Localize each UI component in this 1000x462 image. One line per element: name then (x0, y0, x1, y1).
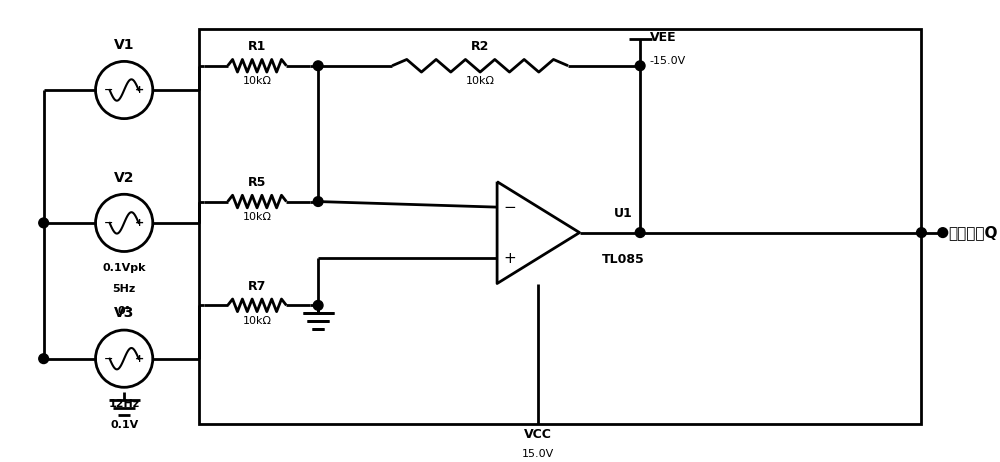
Circle shape (313, 61, 323, 71)
Text: VEE: VEE (650, 31, 676, 44)
Circle shape (313, 300, 323, 310)
Text: 0°: 0° (118, 306, 131, 316)
Text: +: + (134, 218, 144, 228)
Circle shape (635, 228, 645, 237)
Text: −: − (104, 218, 113, 228)
Circle shape (39, 354, 48, 364)
Text: 10kΩ: 10kΩ (243, 76, 272, 86)
Text: 10kΩ: 10kΩ (466, 76, 495, 86)
Text: 12Hz: 12Hz (109, 399, 140, 409)
Circle shape (39, 218, 48, 228)
Text: -15.0V: -15.0V (650, 56, 686, 66)
Text: R5: R5 (248, 176, 266, 189)
Text: −: − (104, 354, 113, 364)
Circle shape (635, 61, 645, 71)
Text: 初始信号Q: 初始信号Q (949, 225, 998, 240)
Text: +: + (134, 354, 144, 364)
Text: V3: V3 (114, 306, 134, 320)
Text: V2: V2 (114, 170, 134, 185)
Text: 5Hz: 5Hz (113, 285, 136, 294)
Text: R2: R2 (471, 40, 489, 53)
Text: +: + (134, 85, 144, 95)
Text: −: − (503, 200, 516, 215)
Circle shape (313, 197, 323, 207)
Text: +: + (503, 250, 516, 266)
Text: 0.1Vpk: 0.1Vpk (102, 263, 146, 273)
Bar (199, 29, 921, 424)
Text: V1: V1 (114, 38, 134, 52)
Text: 15.0V: 15.0V (522, 449, 554, 459)
Text: 10kΩ: 10kΩ (243, 212, 272, 222)
Text: 10kΩ: 10kΩ (243, 316, 272, 326)
Text: U1: U1 (614, 207, 633, 220)
Text: VCC: VCC (524, 427, 552, 441)
Text: −: − (104, 85, 113, 95)
Text: R7: R7 (248, 280, 266, 293)
Text: R1: R1 (248, 40, 266, 53)
Text: TL085: TL085 (602, 253, 645, 266)
Circle shape (938, 228, 948, 237)
Circle shape (917, 228, 926, 237)
Text: 0.1V: 0.1V (110, 420, 138, 430)
